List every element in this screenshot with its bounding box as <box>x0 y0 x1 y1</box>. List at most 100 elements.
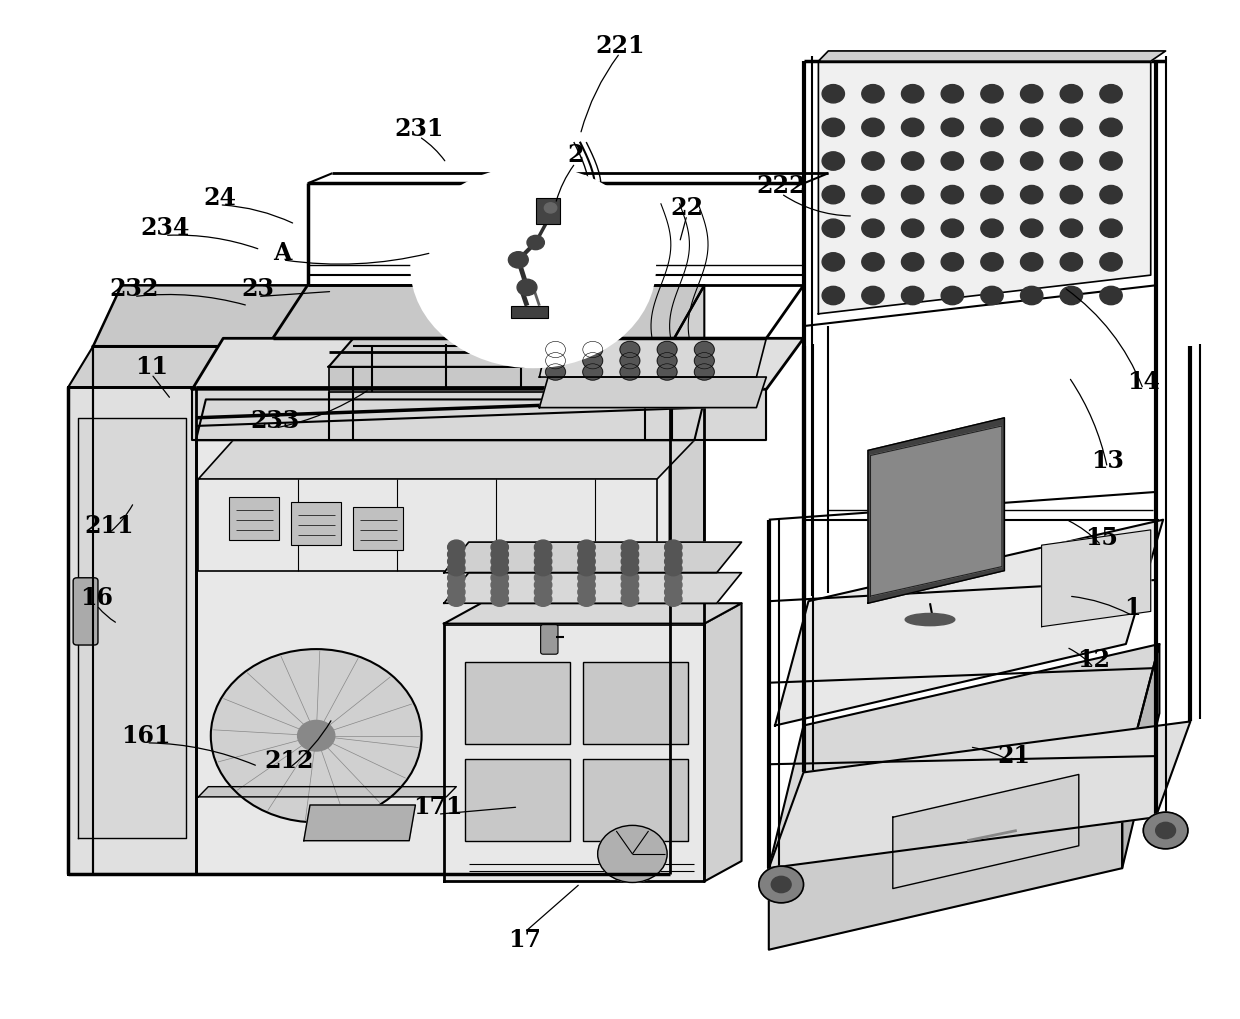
Circle shape <box>491 578 508 592</box>
Circle shape <box>1100 118 1122 137</box>
Circle shape <box>620 353 640 369</box>
Text: 211: 211 <box>84 514 134 538</box>
Circle shape <box>665 561 682 576</box>
Circle shape <box>901 286 924 305</box>
Circle shape <box>1021 185 1043 204</box>
Circle shape <box>1060 85 1083 103</box>
Polygon shape <box>444 542 742 573</box>
Circle shape <box>517 279 537 296</box>
Circle shape <box>1021 85 1043 103</box>
Circle shape <box>534 547 552 561</box>
Circle shape <box>665 554 682 569</box>
Circle shape <box>491 592 508 606</box>
Circle shape <box>941 185 963 204</box>
Text: 15: 15 <box>1085 526 1117 550</box>
Polygon shape <box>68 387 196 874</box>
Circle shape <box>862 286 884 305</box>
Circle shape <box>665 571 682 585</box>
Circle shape <box>822 85 844 103</box>
Polygon shape <box>444 603 742 624</box>
Polygon shape <box>198 440 694 479</box>
Circle shape <box>546 341 565 358</box>
Circle shape <box>1100 286 1122 305</box>
Polygon shape <box>196 399 704 440</box>
Circle shape <box>1060 152 1083 170</box>
Circle shape <box>621 571 639 585</box>
Circle shape <box>981 118 1003 137</box>
Text: 232: 232 <box>109 277 159 302</box>
Circle shape <box>941 118 963 137</box>
Circle shape <box>298 720 335 751</box>
Text: 12: 12 <box>1078 648 1110 673</box>
Circle shape <box>621 592 639 606</box>
Circle shape <box>544 203 557 213</box>
Circle shape <box>1060 185 1083 204</box>
Text: 231: 231 <box>394 117 444 142</box>
Circle shape <box>822 286 844 305</box>
Circle shape <box>901 185 924 204</box>
Circle shape <box>1156 822 1176 839</box>
Text: A: A <box>274 240 291 265</box>
Text: 17: 17 <box>508 927 541 952</box>
Bar <box>229 497 279 540</box>
Text: 11: 11 <box>135 355 167 379</box>
Circle shape <box>1021 219 1043 237</box>
Circle shape <box>1060 253 1083 271</box>
Circle shape <box>1021 118 1043 137</box>
Circle shape <box>534 571 552 585</box>
Circle shape <box>621 547 639 561</box>
FancyBboxPatch shape <box>541 625 558 654</box>
Polygon shape <box>818 61 1151 314</box>
Circle shape <box>546 353 565 369</box>
Text: 13: 13 <box>1091 448 1123 473</box>
Circle shape <box>657 353 677 369</box>
Circle shape <box>1100 253 1122 271</box>
Circle shape <box>448 571 465 585</box>
Circle shape <box>694 353 714 369</box>
Polygon shape <box>304 805 415 841</box>
Text: 171: 171 <box>413 795 463 819</box>
Circle shape <box>534 540 552 554</box>
Text: 2: 2 <box>567 143 584 167</box>
Circle shape <box>598 825 667 882</box>
Circle shape <box>583 364 603 380</box>
Circle shape <box>621 578 639 592</box>
Polygon shape <box>670 285 704 874</box>
Polygon shape <box>192 338 804 389</box>
Polygon shape <box>93 346 670 874</box>
Circle shape <box>534 561 552 576</box>
Text: 24: 24 <box>203 185 236 210</box>
Circle shape <box>1100 219 1122 237</box>
Polygon shape <box>192 389 766 440</box>
Circle shape <box>862 219 884 237</box>
Circle shape <box>862 85 884 103</box>
Text: 161: 161 <box>122 723 171 748</box>
Circle shape <box>1060 219 1083 237</box>
Circle shape <box>412 167 655 367</box>
Circle shape <box>771 876 791 893</box>
Polygon shape <box>1122 644 1159 868</box>
Text: 22: 22 <box>671 196 703 220</box>
Circle shape <box>901 85 924 103</box>
Polygon shape <box>539 338 766 377</box>
Circle shape <box>862 185 884 204</box>
Circle shape <box>822 118 844 137</box>
Text: 221: 221 <box>595 34 645 58</box>
Circle shape <box>981 253 1003 271</box>
Polygon shape <box>93 285 704 346</box>
Circle shape <box>1021 286 1043 305</box>
Circle shape <box>822 253 844 271</box>
Text: 1: 1 <box>1123 596 1141 621</box>
Circle shape <box>901 253 924 271</box>
Circle shape <box>694 341 714 358</box>
Polygon shape <box>868 418 1004 603</box>
Circle shape <box>1021 253 1043 271</box>
Circle shape <box>1100 85 1122 103</box>
Circle shape <box>862 253 884 271</box>
Circle shape <box>578 585 595 599</box>
Circle shape <box>578 547 595 561</box>
Text: 233: 233 <box>250 409 300 433</box>
Polygon shape <box>1042 530 1151 627</box>
Circle shape <box>901 219 924 237</box>
Polygon shape <box>775 520 1163 726</box>
